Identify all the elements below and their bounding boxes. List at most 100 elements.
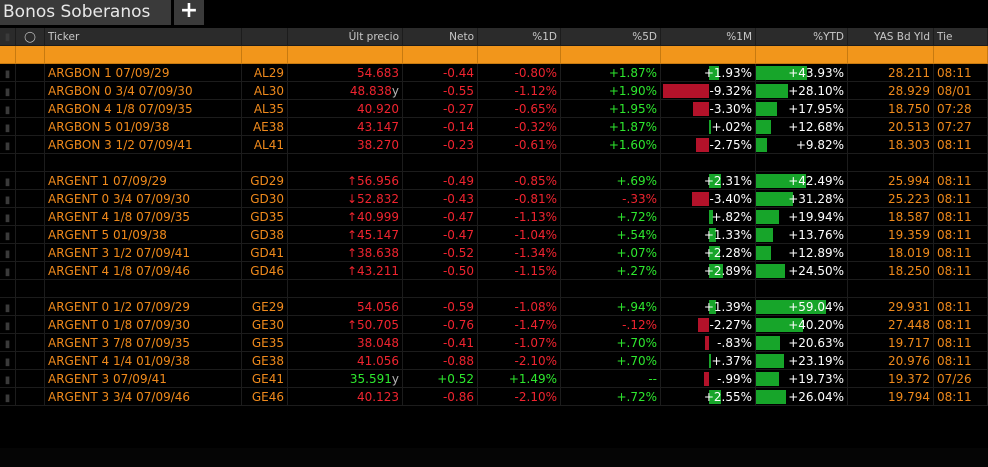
column-header-yld[interactable]: YAS Bd Yld [848,28,934,46]
column-header-d1[interactable]: %1D [478,28,561,46]
row-chart-icon[interactable]: ▮ [0,298,16,316]
row-chart-icon[interactable]: ▮ [0,334,16,352]
table-row[interactable]: ▮ ARGENT 4 1/8 07/09/35 GD35 ↑40.999 -0.47 -1… [0,208,988,226]
row-chart-icon[interactable]: ▮ [0,226,16,244]
net-change: -0.55 [403,82,478,100]
pct-ytd-text: +20.63% [788,336,844,350]
ticker-name-text: ARGBON 3 1/2 07/09/41 [48,138,193,152]
row-chart-icon[interactable]: ▮ [0,118,16,136]
ticker-name[interactable]: ARGENT 3 07/09/41 [45,370,242,388]
table-row[interactable]: ▮ ARGBON 3 1/2 07/09/41 AL41 38.270 -0.23 -0.… [0,136,988,154]
column-header-d5[interactable]: %5D [561,28,661,46]
ticker-name[interactable]: ARGBON 0 3/4 07/09/30 [45,82,242,100]
ticker-name[interactable]: ARGENT 3 3/4 07/09/46 [45,388,242,406]
ticker-name-text: ARGENT 4 1/8 07/09/46 [48,264,191,278]
row-select-cell[interactable] [16,172,45,190]
row-chart-icon[interactable]: ▮ [0,190,16,208]
table-row[interactable]: ▮ ARGENT 3 7/8 07/09/35 GE35 38.048 -0.41 -1.… [0,334,988,352]
column-menu-icon[interactable]: ▮ [0,28,16,46]
row-chart-icon[interactable]: ▮ [0,136,16,154]
table-row[interactable]: ▮ ARGENT 0 1/8 07/09/30 GE30 ↑50.705 -0.76 -1… [0,316,988,334]
table-row[interactable]: ▮ ARGENT 4 1/4 01/09/38 GE38 41.056 -0.88 -2.… [0,352,988,370]
table-row[interactable]: ▮ ARGBON 0 3/4 07/09/30 AL30 48.838y -0.55 -1… [0,82,988,100]
table-row[interactable]: ▮ ARGENT 0 3/4 07/09/30 GD30 ↓52.832 -0.43 -0… [0,190,988,208]
pct-1m-bar [698,318,709,332]
column-header-name[interactable]: Ticker [45,28,242,46]
ticker-name[interactable]: ARGENT 4 1/4 01/09/38 [45,352,242,370]
row-select-cell[interactable] [16,316,45,334]
ticker-name[interactable]: ARGENT 0 1/8 07/09/30 [45,316,242,334]
last-price: 35.591y [288,370,403,388]
column-header-code[interactable] [242,28,288,46]
row-select-cell[interactable] [16,226,45,244]
row-select-cell[interactable] [16,244,45,262]
row-select-cell[interactable] [16,388,45,406]
row-chart-icon[interactable]: ▮ [0,208,16,226]
row-chart-icon[interactable]: ▮ [0,100,16,118]
ticker-name-text: ARGBON 4 1/8 07/09/35 [48,102,193,116]
update-time: 08:11 [934,208,988,226]
pct-ytd-text: +9.82% [795,138,844,152]
ticker-code-text: AE38 [252,120,284,134]
row-select-cell[interactable] [16,298,45,316]
column-header-price[interactable]: Últ precio [288,28,403,46]
yas-bd-yield-text: 20.513 [888,120,930,134]
table-row[interactable]: ▮ ARGBON 5 01/09/38 AE38 43.147 -0.14 -0.32% +… [0,118,988,136]
ticker-name-text: ARGBON 1 07/09/29 [48,66,170,80]
ticker-name[interactable]: ARGENT 1 07/09/29 [45,172,242,190]
row-chart-icon[interactable]: ▮ [0,64,16,82]
ticker-name[interactable]: ARGENT 5 01/09/38 [45,226,242,244]
row-select-cell[interactable] [16,190,45,208]
table-row[interactable]: ▮ ARGENT 1 07/09/29 GD29 ↑56.956 -0.49 -0.85%… [0,172,988,190]
row-select-cell[interactable] [16,100,45,118]
select-all-circle-icon[interactable]: ◯ [16,28,45,46]
net-change: -0.76 [403,316,478,334]
add-tab-button[interactable]: + [174,0,204,25]
last-price-text: 35.591 [349,372,392,386]
ticker-name[interactable]: ARGBON 1 07/09/29 [45,64,242,82]
table-row[interactable]: ▮ ARGENT 5 01/09/38 GD38 ↑45.147 -0.47 -1.04%… [0,226,988,244]
column-header-ytd[interactable]: %YTD [756,28,848,46]
table-row[interactable]: ▮ ARGENT 4 1/8 07/09/46 GD46 ↑43.211 -0.50 -1… [0,262,988,280]
row-select-cell[interactable] [16,208,45,226]
table-row[interactable]: ▮ ARGENT 3 1/2 07/09/41 GD41 ↑38.638 -0.52 -1… [0,244,988,262]
row-select-cell[interactable] [16,262,45,280]
ticker-name[interactable]: ARGENT 3 7/8 07/09/35 [45,334,242,352]
table-row[interactable]: ▮ ARGENT 3 07/09/41 GE41 35.591y +0.52 +1.49%… [0,370,988,388]
ticker-name[interactable]: ARGBON 5 01/09/38 [45,118,242,136]
pct-1m: -.83% [661,334,756,352]
ticker-name[interactable]: ARGBON 4 1/8 07/09/35 [45,100,242,118]
row-chart-icon[interactable]: ▮ [0,388,16,406]
table-row[interactable]: ▮ ARGBON 4 1/8 07/09/35 AL35 40.920 -0.27 -0.… [0,100,988,118]
ticker-name[interactable]: ARGBON 3 1/2 07/09/41 [45,136,242,154]
row-select-cell[interactable] [16,352,45,370]
column-header-m1[interactable]: %1M [661,28,756,46]
table-row[interactable]: ▮ ARGBON 1 07/09/29 AL29 54.683 -0.44 -0.80% +… [0,64,988,82]
ticker-name[interactable]: ARGENT 0 3/4 07/09/30 [45,190,242,208]
row-chart-icon[interactable]: ▮ [0,82,16,100]
column-header-time[interactable]: Tie [934,28,988,46]
table-row[interactable]: ▮ ARGENT 3 3/4 07/09/46 GE46 40.123 -0.86 -2.… [0,388,988,406]
last-price-text: 45.147 [357,228,399,242]
column-header-neto[interactable]: Neto [403,28,478,46]
row-chart-icon[interactable]: ▮ [0,244,16,262]
row-select-cell[interactable] [16,334,45,352]
row-select-cell[interactable] [16,64,45,82]
update-time: 08:11 [934,334,988,352]
table-row[interactable]: ▮ ARGENT 0 1/2 07/09/29 GE29 54.056 -0.59 -1.… [0,298,988,316]
ticker-name[interactable]: ARGENT 4 1/8 07/09/35 [45,208,242,226]
ticker-name[interactable]: ARGENT 4 1/8 07/09/46 [45,262,242,280]
row-select-cell[interactable] [16,82,45,100]
ticker-name[interactable]: ARGENT 3 1/2 07/09/41 [45,244,242,262]
row-select-cell[interactable] [16,370,45,388]
row-chart-icon[interactable]: ▮ [0,352,16,370]
row-chart-icon[interactable]: ▮ [0,172,16,190]
yas-bd-yield-text: 25.223 [888,192,930,206]
ticker-name[interactable]: ARGENT 0 1/2 07/09/29 [45,298,242,316]
row-chart-icon[interactable]: ▮ [0,316,16,334]
tab-bonos-soberanos[interactable]: Bonos Soberanos [0,0,171,25]
row-select-cell[interactable] [16,118,45,136]
row-chart-icon[interactable]: ▮ [0,370,16,388]
row-chart-icon[interactable]: ▮ [0,262,16,280]
row-select-cell[interactable] [16,136,45,154]
